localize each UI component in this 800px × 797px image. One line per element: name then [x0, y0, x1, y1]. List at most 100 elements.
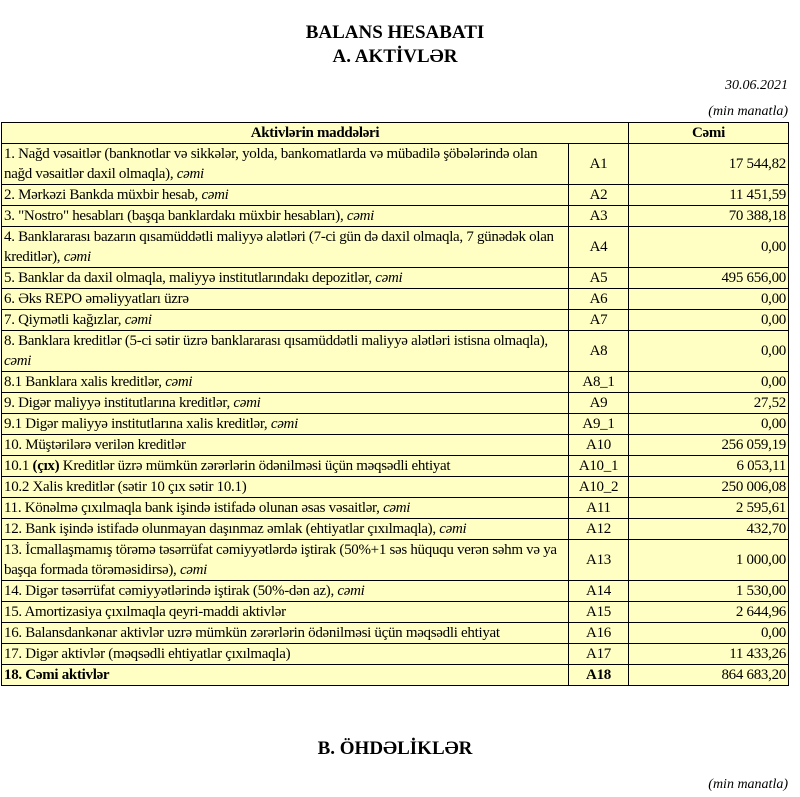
row-label-text: 1. Nağd vəsaitlər (banknotlar və sikkələ… [4, 146, 538, 182]
table-row: 2. Mərkəzi Bankda müxbir hesab, cəmi A2 11… [1, 184, 789, 206]
row-code: A18 [568, 664, 629, 686]
row-code: A13 [568, 539, 629, 581]
row-label-text: 18. Cəmi aktivlər [4, 667, 110, 683]
row-value: 250 006,08 [628, 476, 789, 498]
row-code: A9_1 [568, 413, 629, 435]
table-row: 8.1 Banklara xalis kreditlər, cəmi A8_1 0,… [1, 371, 789, 393]
row-label-text: 10. Müştərilərə verilən kreditlər [4, 437, 186, 453]
row-code: A3 [568, 205, 629, 227]
table-row: 1. Nağd vəsaitlər (banknotlar və sikkələ… [1, 143, 789, 185]
row-label-text: 11. Könəlmə çıxılmaqla bank işində istif… [4, 500, 384, 516]
row-code: A11 [568, 497, 629, 519]
row-value: 11 433,26 [628, 643, 789, 665]
row-code: A10 [568, 434, 629, 456]
row-label-text: (çıx) [32, 458, 60, 474]
row-label-text: Kreditlər üzrə mümkün zərərlərin ödənilm… [59, 458, 451, 474]
row-value: 256 059,19 [628, 434, 789, 456]
table-row: 10. Müştərilərə verilən kreditlər A10 256 … [1, 434, 789, 456]
row-value: 11 451,59 [628, 184, 789, 206]
row-label: 9.1 Digər maliyyə institutlarına xalis k… [1, 413, 569, 435]
table-row: 11. Könəlmə çıxılmaqla bank işində istif… [1, 497, 789, 519]
table-row: 13. İcmallaşmamış törəmə təsərrüfat cəmi… [1, 539, 789, 581]
row-code: A15 [568, 601, 629, 623]
row-label: 15. Amortizasiya çıxılmaqla qeyri-maddi … [1, 601, 569, 623]
row-label: 4. Banklararası bazarın qısamüddətli mal… [1, 226, 569, 268]
row-value: 0,00 [628, 309, 789, 331]
row-label: 9. Digər maliyyə institutlarına kreditlə… [1, 392, 569, 414]
row-code: A16 [568, 622, 629, 644]
row-label: 17. Digər aktivlər (məqsədli ehtiyatlar … [1, 643, 569, 665]
row-value: 0,00 [628, 622, 789, 644]
row-label-text: 10.2 Xalis kreditlər (sətir 10 çıx sətir… [4, 479, 247, 495]
row-label: 5. Banklar da daxil olmaqla, maliyyə ins… [1, 267, 569, 289]
row-label-text: 10.1 [4, 458, 33, 474]
row-label-text: cəmi [383, 500, 411, 516]
table-row: 16. Balansdankənar aktivlər uzrə mümkün … [1, 622, 789, 644]
row-label-text: cəmi [63, 249, 91, 265]
row-value: 70 388,18 [628, 205, 789, 227]
table-row: 15. Amortizasiya çıxılmaqla qeyri-maddi … [1, 601, 789, 623]
row-code: A14 [568, 580, 629, 602]
row-label: 13. İcmallaşmamış törəmə təsərrüfat cəmi… [1, 539, 569, 581]
row-label-text: 2. Mərkəzi Bankda müxbir hesab, [4, 187, 202, 203]
table-row: 10.1 (çıx) Kreditlər üzrə mümkün zərərlə… [1, 455, 789, 477]
table-row: 3. "Nostro" hesabları (başqa banklardakı… [1, 205, 789, 227]
row-value: 2 644,96 [628, 601, 789, 623]
row-label-text: cəmi [4, 353, 32, 369]
row-code: A10_1 [568, 455, 629, 477]
row-label-text: 15. Amortizasiya çıxılmaqla qeyri-maddi … [4, 604, 286, 620]
row-code: A2 [568, 184, 629, 206]
row-value: 0,00 [628, 288, 789, 310]
row-label-text: cəmi [176, 166, 204, 182]
table-row: 8. Banklara kreditlər (5-ci sətir üzrə b… [1, 330, 789, 372]
row-value: 27,52 [628, 392, 789, 414]
row-value: 0,00 [628, 226, 789, 268]
row-label-text: cəmi [165, 374, 193, 390]
row-label-text: cəmi [179, 562, 208, 578]
section-a-title: A. AKTİVLƏR [332, 46, 458, 67]
row-value: 432,70 [628, 518, 789, 540]
row-label: 12. Bank işində istifadə olunmayan daşın… [1, 518, 569, 540]
table-row: 12. Bank işində istifadə olunmayan daşın… [1, 518, 789, 540]
table-row: 5. Banklar da daxil olmaqla, maliyyə ins… [1, 267, 789, 289]
row-label-text: 17. Digər aktivlər (məqsədli ehtiyatlar … [4, 646, 291, 662]
row-label-text: cəmi [375, 270, 403, 286]
table-row: 6. Əks REPO əməliyyatları üzrə A6 0,00 [1, 288, 789, 310]
row-code: A10_2 [568, 476, 629, 498]
table-row: 9.1 Digər maliyyə institutlarına xalis k… [1, 413, 789, 435]
row-label-text: 8.1 Banklara xalis kreditlər, [4, 374, 166, 390]
row-code: A8 [568, 330, 629, 372]
section-b-title: B. ÖHDƏLİKLƏR [317, 738, 473, 759]
row-value: 0,00 [628, 413, 789, 435]
row-label-text: 9. Digər maliyyə institutlarına kreditlə… [4, 395, 234, 411]
row-code: A4 [568, 226, 629, 268]
row-value: 0,00 [628, 371, 789, 393]
row-label: 7. Qiymətli kağızlar, cəmi [1, 309, 569, 331]
row-label-text: 12. Bank işində istifadə olunmayan daşın… [4, 521, 440, 537]
row-label-text: cəmi [439, 521, 467, 537]
table-row: 10.2 Xalis kreditlər (sətir 10 çıx sətir… [1, 476, 789, 498]
table-row: 18. Cəmi aktivlər A18 864 683,20 [1, 664, 789, 686]
row-value: 1 530,00 [628, 580, 789, 602]
section-b-unit-label: (min manatla) [708, 777, 788, 792]
row-label: 2. Mərkəzi Bankda müxbir hesab, cəmi [1, 184, 569, 206]
report-date: 30.06.2021 [725, 78, 788, 93]
table-row: 7. Qiymətli kağızlar, cəmi A7 0,00 [1, 309, 789, 331]
row-value: 2 595,61 [628, 497, 789, 519]
row-code: A5 [568, 267, 629, 289]
row-label: 10.1 (çıx) Kreditlər üzrə mümkün zərərlə… [1, 455, 569, 477]
row-label-text: 5. Banklar da daxil olmaqla, maliyyə ins… [4, 270, 376, 286]
row-label-text: 6. Əks REPO əməliyyatları üzrə [4, 291, 189, 307]
row-label-text: 13. İcmallaşmamış törəmə təsərrüfat cəmi… [4, 542, 557, 578]
row-label-text: 3. "Nostro" hesabları (başqa banklardakı… [4, 208, 347, 224]
row-label: 16. Balansdankənar aktivlər uzrə mümkün … [1, 622, 569, 644]
table-row: 4. Banklararası bazarın qısamüddətli mal… [1, 226, 789, 268]
row-label-text: 9.1 Digər maliyyə institutlarına xalis k… [4, 416, 271, 432]
report-title: BALANS HESABATI [305, 22, 485, 43]
row-label-text: cəmi [233, 395, 261, 411]
row-value: 1 000,00 [628, 539, 789, 581]
row-label-text: cəmi [270, 416, 298, 432]
row-code: A8_1 [568, 371, 629, 393]
table-row: 9. Digər maliyyə institutlarına kreditlə… [1, 392, 789, 414]
row-label: 6. Əks REPO əməliyyatları üzrə [1, 288, 569, 310]
